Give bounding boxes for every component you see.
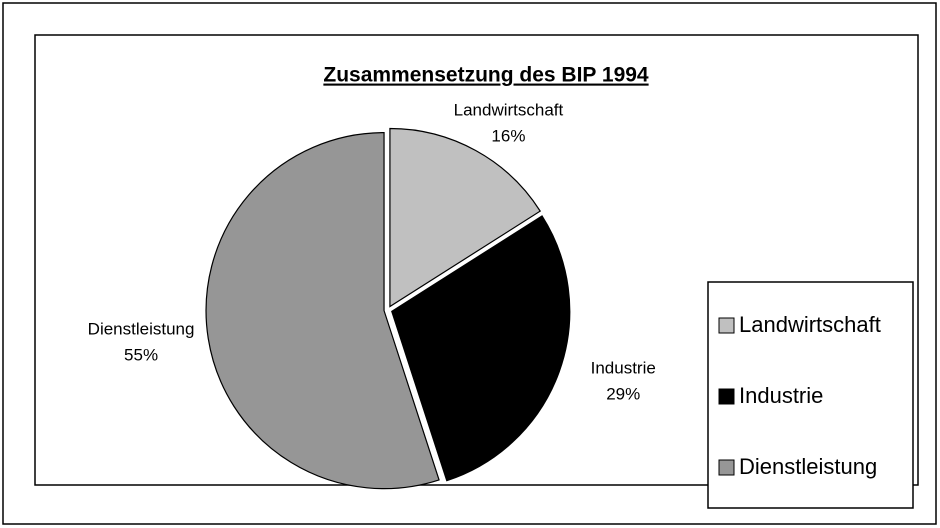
data-label-value: 16% (491, 126, 525, 145)
legend-label: Dienstleistung (739, 454, 877, 479)
pie-slice (391, 215, 571, 482)
pie-slice (389, 127, 542, 308)
legend-label: Landwirtschaft (739, 312, 881, 337)
legend-swatch (718, 388, 735, 405)
legend-box (707, 281, 914, 509)
chart-title: Zusammensetzung des BIP 1994 (323, 64, 649, 87)
data-label-name: Landwirtschaft (454, 100, 564, 119)
data-label-value: 29% (606, 384, 640, 403)
legend-swatch (718, 317, 735, 334)
data-label-name: Industrie (591, 358, 656, 377)
pie-slice (205, 132, 440, 490)
legend-label: Industrie (739, 383, 823, 408)
legend-swatch (718, 459, 735, 476)
data-label-name: Dienstleistung (88, 320, 195, 339)
data-label-value: 55% (124, 346, 158, 365)
